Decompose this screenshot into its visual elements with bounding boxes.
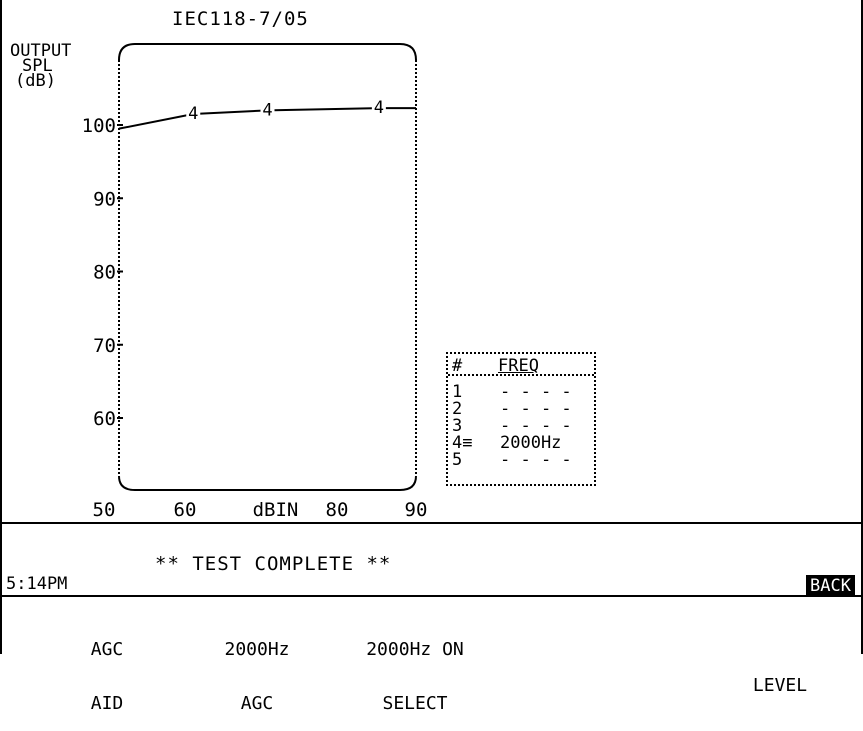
divider-bottom <box>0 595 863 597</box>
y-tick-label: 60 <box>93 408 116 430</box>
fkey-2000hz-on-select[interactable]: 2000Hz ON SELECT <box>340 605 490 731</box>
legend-row-value: - - - - <box>500 416 572 436</box>
legend-row-number: 1 <box>452 382 463 402</box>
chart-frame-bottom <box>118 475 417 491</box>
x-tick-label: 50 <box>93 499 116 520</box>
y-axis-label-line3: (dB) <box>15 71 56 91</box>
legend-row-number: 5 <box>452 450 463 470</box>
fkey-agc-aid-line2: AID <box>90 693 124 714</box>
y-tick-label: 100 <box>82 115 116 137</box>
y-axis-label-line1: OUTPUT <box>10 41 72 61</box>
fkey-2000hz-on-select-line1: 2000Hz ON <box>366 639 464 660</box>
clock: 5:14PM <box>6 574 68 594</box>
fkey-level-line2: LEVEL <box>752 675 808 696</box>
x-tick-label: 90 <box>405 499 428 520</box>
legend-row-number: 2 <box>452 399 463 419</box>
series-marker: 4 <box>262 100 272 120</box>
y-tick-label: 90 <box>93 188 116 210</box>
legend-row-number: 4≡ <box>452 433 473 453</box>
legend-row-value: 2000Hz <box>500 433 562 453</box>
series-marker-bg <box>260 100 275 117</box>
legend-header-number: # <box>452 356 463 376</box>
fkey-2000hz-agc-line2: AGC <box>240 693 274 714</box>
fkey-2000hz-agc-line1: 2000Hz <box>224 639 290 660</box>
frequency-legend: # FREQ 1 - - - - 2 - - - - 3 - - - - 4≡ 2000Hz 5… <box>446 352 596 486</box>
x-tick-label: 60 <box>174 499 197 520</box>
screen-right-border <box>861 0 863 654</box>
status-message: ** TEST COMPLETE ** <box>155 553 392 575</box>
series-marker: 4 <box>188 104 198 124</box>
legend-header-freq: FREQ <box>498 356 539 376</box>
legend-row-value: - - - - <box>500 382 572 402</box>
series-marker: 4 <box>374 98 384 118</box>
y-axis-label-line2: SPL <box>22 56 53 76</box>
screen-left-border <box>0 0 2 654</box>
y-tick-label: 80 <box>93 262 116 284</box>
x-axis-label: dBIN <box>253 499 299 520</box>
divider-top <box>0 522 863 524</box>
fkey-2000hz-on-select-line2: SELECT <box>382 693 448 714</box>
fkey-level[interactable]: LEVEL <box>730 605 830 713</box>
output-chart: 60 70 80 90 100 50 60 80 90 dBIN 4 4 4 <box>82 43 428 520</box>
legend-row-number: 3 <box>452 416 463 436</box>
back-button[interactable]: BACK <box>806 575 855 596</box>
chart-frame-top <box>118 43 417 61</box>
fkey-agc-aid-line1: AGC <box>90 639 124 660</box>
test-title: IEC118-7/05 <box>172 8 309 30</box>
x-tick-label: 80 <box>326 499 349 520</box>
series-marker-bg <box>186 104 201 121</box>
fkey-2000hz-agc[interactable]: 2000Hz AGC <box>202 605 312 731</box>
fkey-agc-aid[interactable]: AGC AID <box>62 605 152 731</box>
legend-row-value: - - - - <box>500 450 572 470</box>
legend-row-value: - - - - <box>500 399 572 419</box>
y-tick-label: 70 <box>93 335 116 357</box>
series-marker-bg <box>371 98 386 115</box>
